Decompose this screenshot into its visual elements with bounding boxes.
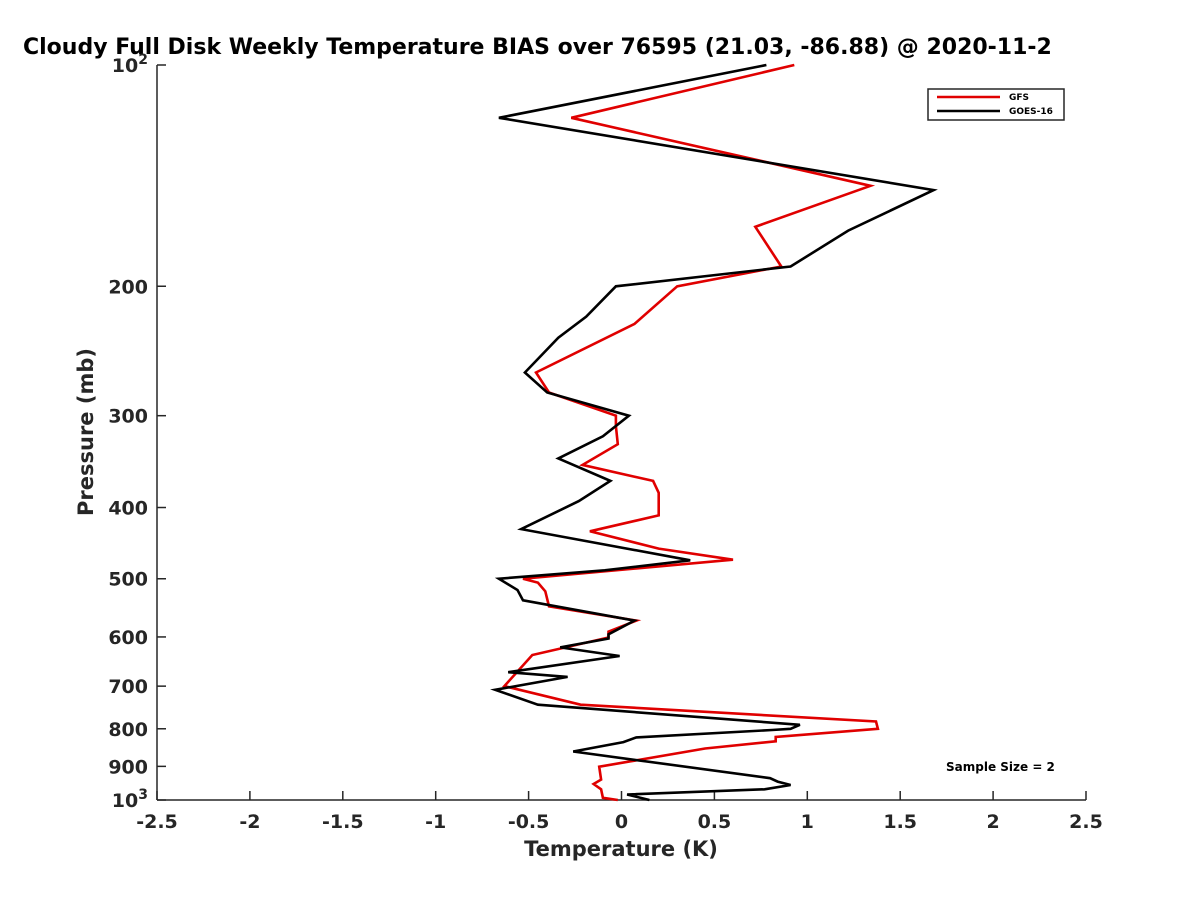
x-axis-label: Temperature (K)	[524, 837, 718, 861]
y-tick-label: 200	[108, 276, 148, 298]
x-tick-label: 0.5	[698, 811, 732, 833]
y-ticks: 102 200 300 400 500 600 700 800 900 103	[108, 52, 166, 812]
legend-box	[927, 88, 1065, 121]
sample-size-annotation: Sample Size = 2	[946, 760, 1055, 774]
chart-title: Cloudy Full Disk Weekly Temperature BIAS…	[23, 35, 1052, 60]
x-tick-label: 1	[801, 811, 814, 833]
series-lines	[490, 63, 938, 802]
y-tick-label: 103	[112, 787, 148, 812]
x-tick-label: 0	[615, 811, 628, 833]
x-tick-label: -2	[239, 811, 260, 833]
y-axis-label: Pressure (mb)	[74, 348, 98, 516]
x-tick-label: -1.5	[322, 811, 364, 833]
y-tick-label: 700	[108, 676, 148, 698]
x-tick-label: -0.5	[508, 811, 550, 833]
series-line-gfs	[501, 63, 880, 802]
legend-label-gfs: GFS	[1009, 93, 1029, 103]
x-tick-label: 2	[986, 811, 999, 833]
plot-area: -2.5 -2 -1.5 -1 -0.5 0 0.5 1 1.5 2 2.5 102 200 300 40…	[108, 52, 1103, 833]
x-tick-label: -1	[425, 811, 446, 833]
series-line-goes-16	[490, 63, 938, 802]
y-tick-label: 400	[108, 498, 148, 520]
y-tick-label: 102	[112, 52, 148, 77]
x-ticks: -2.5 -2 -1.5 -1 -0.5 0 0.5 1 1.5 2 2.5	[136, 791, 1103, 833]
y-tick-label: 600	[108, 627, 148, 649]
legend: GFS GOES-16	[927, 88, 1065, 121]
legend-label-goes-16: GOES-16	[1009, 107, 1053, 117]
y-tick-label: 500	[108, 569, 148, 591]
y-tick-label: 800	[108, 719, 148, 741]
x-tick-label: -2.5	[136, 811, 178, 833]
y-tick-label: 300	[108, 406, 148, 428]
x-tick-label: 1.5	[883, 811, 917, 833]
x-tick-label: 2.5	[1069, 811, 1103, 833]
y-tick-label: 900	[108, 756, 148, 778]
